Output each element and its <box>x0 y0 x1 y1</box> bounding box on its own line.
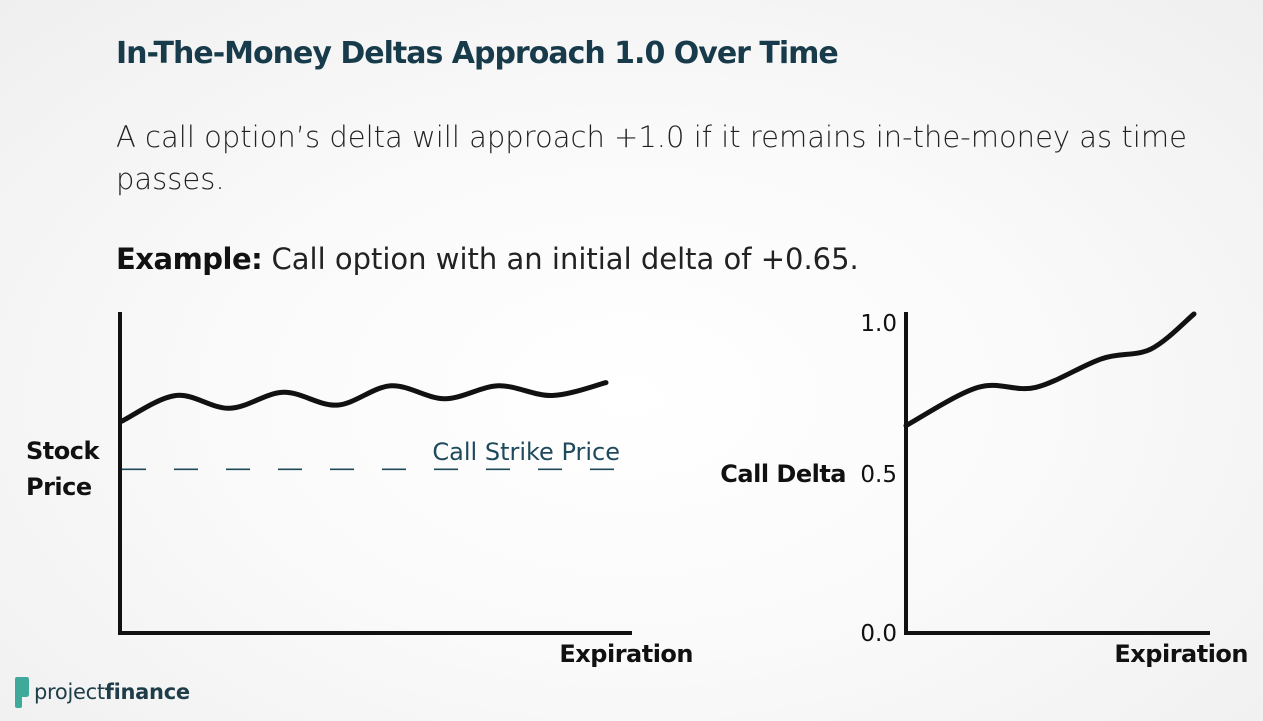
stock-price-line <box>119 380 609 424</box>
example-text: Call option with an initial delta of +0.… <box>262 242 859 276</box>
delta-tick-0-0: 0.0 <box>860 621 897 647</box>
stock-ylabel-line2: Price <box>26 473 92 501</box>
slide-body-text: A call option’s delta will approach +1.0… <box>116 120 1187 196</box>
delta-xlabel: Expiration <box>1114 640 1248 668</box>
projectfinance-logo: projectfinance <box>14 674 190 710</box>
logo-text-finance: finance <box>104 680 190 704</box>
stock-xlabel: Expiration <box>559 640 693 668</box>
example-label: Example: <box>116 242 263 276</box>
call-delta-chart: 1.0 0.5 0.0 Call Delta Expiration <box>720 311 1248 668</box>
delta-tick-0-5: 0.5 <box>860 462 897 488</box>
slide-title: In-The-Money Deltas Approach 1.0 Over Ti… <box>116 36 839 71</box>
stock-price-chart: Call Strike Price Stock Price Expiration <box>26 312 694 668</box>
logo-mark-icon <box>15 677 29 708</box>
example-line: Example: Call option with an initial del… <box>116 238 859 280</box>
logo-text: projectfinance <box>34 680 190 704</box>
call-strike-label: Call Strike Price <box>432 438 620 466</box>
stock-ylabel-line1: Stock <box>26 437 100 465</box>
call-delta-line <box>903 311 1197 429</box>
delta-tick-1-0: 1.0 <box>860 311 897 337</box>
delta-ylabel: Call Delta <box>720 460 846 488</box>
logo-text-project: project <box>34 680 105 704</box>
